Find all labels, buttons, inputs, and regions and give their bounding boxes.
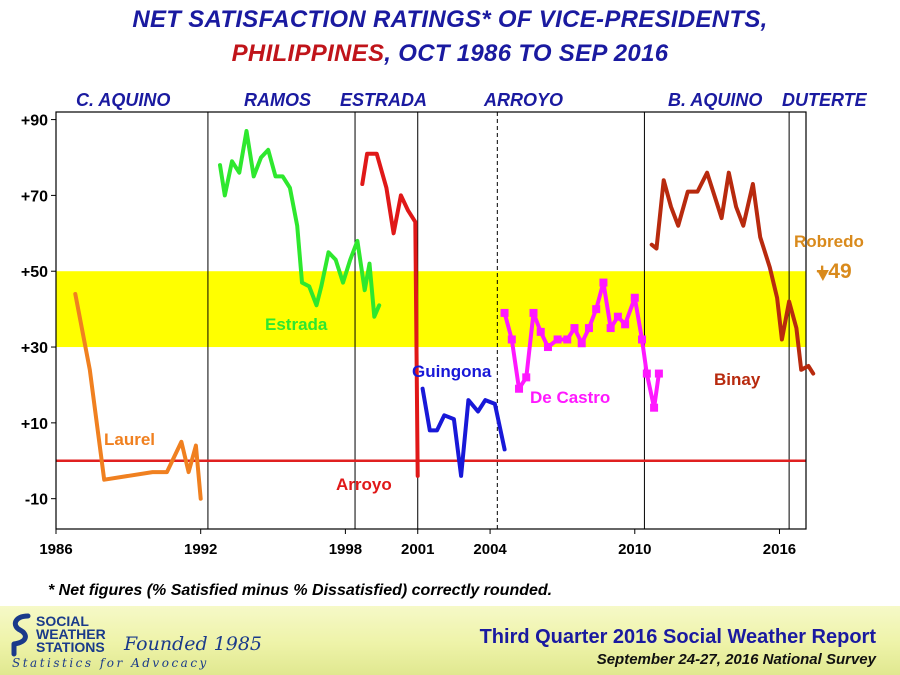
country-label: PHILIPPINES bbox=[231, 40, 385, 67]
chart-subtitle: PHILIPPINES, OCT 1986 TO SEP 2016 bbox=[0, 40, 900, 68]
president-label-c-aquino: C. AQUINO bbox=[76, 90, 171, 110]
data-point-de-castro bbox=[584, 324, 593, 333]
founded-label: Founded 1985 bbox=[124, 633, 263, 655]
y-tick-label: +90 bbox=[21, 113, 48, 130]
data-point-robredo bbox=[816, 270, 829, 282]
president-label-ramos: RAMOS bbox=[244, 90, 311, 110]
data-point-de-castro bbox=[515, 384, 524, 393]
data-point-de-castro bbox=[621, 320, 630, 329]
data-point-de-castro bbox=[543, 343, 552, 352]
series-line-binay bbox=[649, 170, 816, 376]
series-label-binay: Binay bbox=[714, 370, 761, 389]
series-label-robredo: Robredo bbox=[794, 232, 864, 251]
series-label-de-castro: De Castro bbox=[530, 388, 610, 407]
x-tick-label: 1986 bbox=[39, 541, 72, 558]
y-tick-label: +70 bbox=[21, 188, 48, 205]
footer-banner bbox=[0, 606, 900, 675]
x-tick-label: 2010 bbox=[618, 541, 651, 558]
series-line-laurel bbox=[73, 292, 203, 501]
series-label-guingona: Guingona bbox=[412, 362, 492, 381]
sws-logo-icon bbox=[11, 613, 31, 657]
data-point-de-castro bbox=[529, 308, 538, 317]
x-tick-label: 2016 bbox=[763, 541, 796, 558]
series-line-de-castro bbox=[502, 280, 661, 410]
date-range-label: , OCT 1986 TO SEP 2016 bbox=[384, 40, 669, 67]
logo-text-social: SOCIAL bbox=[36, 613, 89, 629]
line-chart: +90 +70 +50 +30 +10 -10 1986 1992 1998 2001 2004 20… bbox=[21, 111, 864, 558]
data-point-de-castro bbox=[606, 324, 615, 333]
data-point-de-castro bbox=[500, 308, 509, 317]
data-point-de-castro bbox=[599, 278, 608, 287]
series-label-laurel: Laurel bbox=[104, 430, 155, 449]
data-point-de-castro bbox=[642, 369, 651, 378]
president-label-estrada: ESTRADA bbox=[340, 90, 428, 110]
data-point-de-castro bbox=[522, 373, 531, 382]
president-label-b-aquino: B. AQUINO bbox=[668, 90, 763, 110]
data-point-de-castro bbox=[654, 369, 663, 378]
series-line-guingona bbox=[420, 386, 507, 478]
survey-dates: September 24-27, 2016 National Survey bbox=[596, 651, 876, 668]
tagline: Statistics for Advocacy bbox=[12, 656, 209, 670]
y-tick-label: +10 bbox=[21, 416, 48, 433]
data-point-de-castro bbox=[570, 324, 579, 333]
y-tick-label: -10 bbox=[25, 492, 48, 509]
data-point-de-castro bbox=[507, 335, 516, 344]
x-tick-label: 1992 bbox=[184, 541, 217, 558]
series-line-estrada bbox=[218, 129, 382, 319]
logo-text-stations: STATIONS bbox=[36, 639, 105, 655]
data-point-de-castro bbox=[536, 327, 545, 336]
series-label-arroyo: Arroyo bbox=[336, 475, 392, 494]
plot-frame bbox=[55, 111, 807, 530]
data-point-de-castro bbox=[577, 339, 586, 348]
x-tick-label: 1998 bbox=[329, 541, 362, 558]
data-point-de-castro bbox=[592, 305, 601, 314]
series-label--49: +49 bbox=[816, 260, 852, 283]
president-label-duterte: DUTERTE bbox=[782, 90, 867, 110]
series-line-arroyo bbox=[360, 151, 420, 478]
data-point-de-castro bbox=[553, 335, 562, 344]
report-title: Third Quarter 2016 Social Weather Report bbox=[479, 626, 876, 648]
y-tick-label: +50 bbox=[21, 264, 48, 281]
data-point-de-castro bbox=[630, 293, 639, 302]
data-point-de-castro bbox=[638, 335, 647, 344]
x-tick-label: 2004 bbox=[473, 541, 507, 558]
logo-text-weather: WEATHER bbox=[36, 626, 106, 642]
president-label-arroyo: ARROYO bbox=[484, 90, 564, 110]
series-label-estrada: Estrada bbox=[265, 315, 328, 334]
data-point-de-castro bbox=[563, 335, 572, 344]
data-point-de-castro bbox=[650, 403, 659, 412]
target-band bbox=[56, 271, 806, 348]
chart-title: NET SATISFACTION RATINGS* OF VICE-PRESID… bbox=[132, 6, 768, 33]
x-tick-label: 2001 bbox=[401, 541, 434, 558]
data-point-de-castro bbox=[613, 312, 622, 321]
y-tick-label: +30 bbox=[21, 340, 48, 357]
footnote: * Net figures (% Satisfied minus % Dissa… bbox=[48, 582, 553, 599]
